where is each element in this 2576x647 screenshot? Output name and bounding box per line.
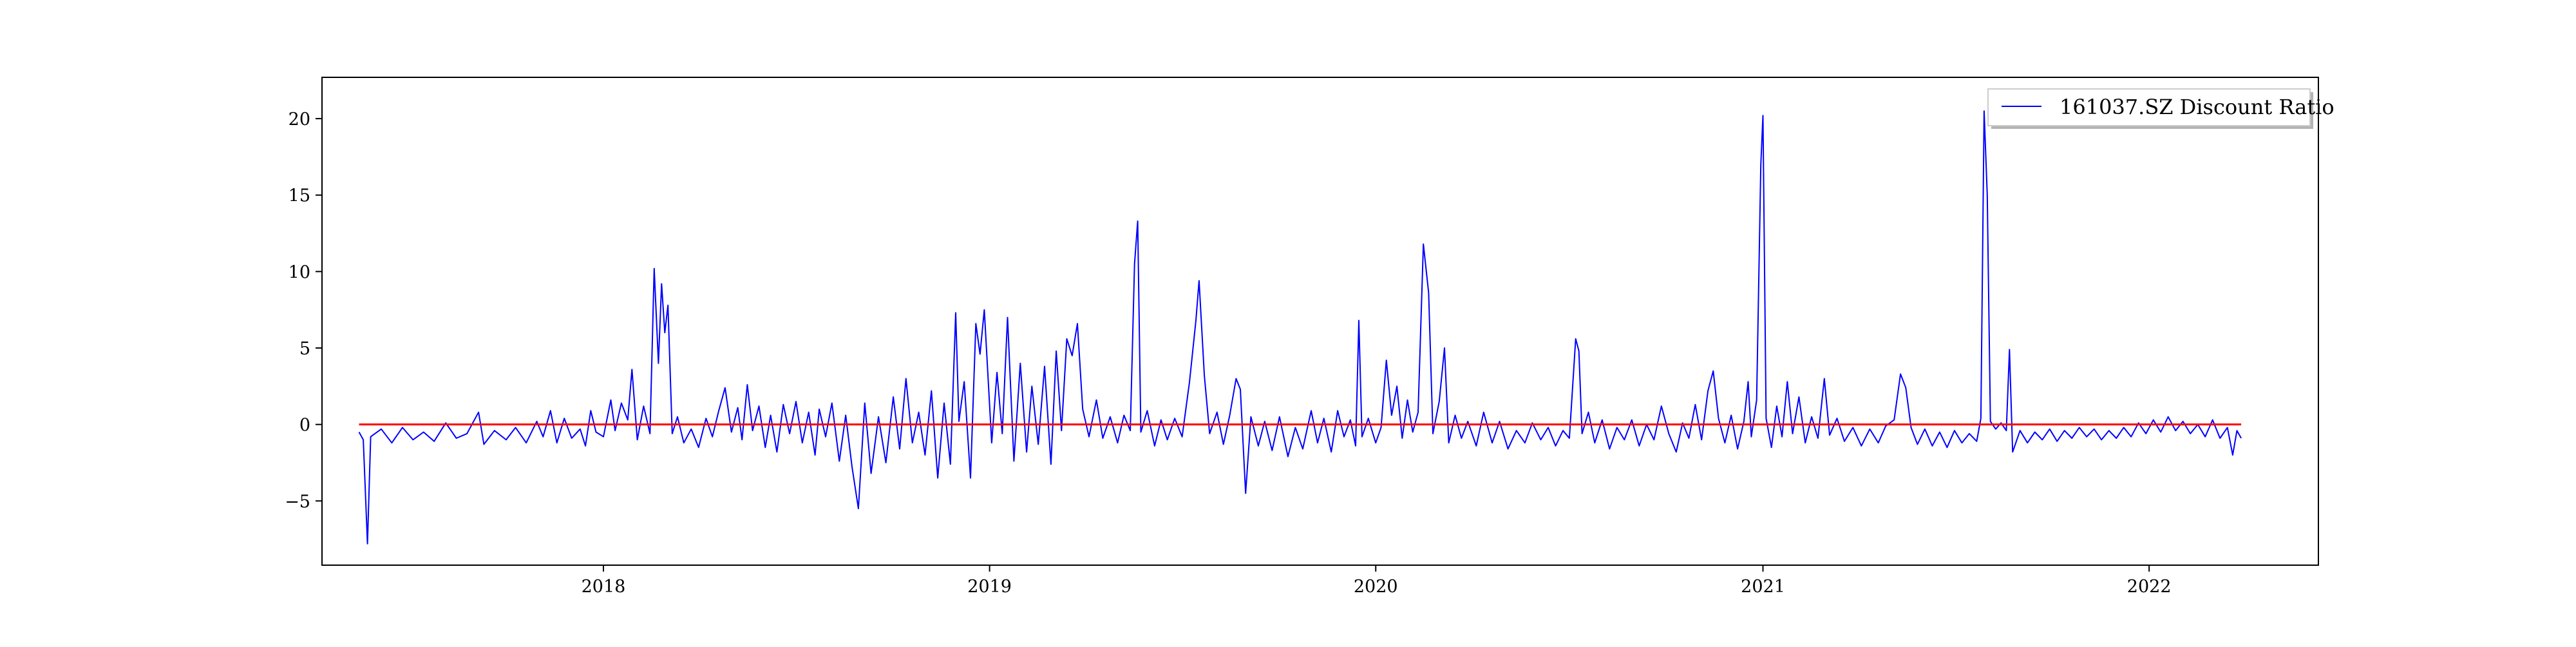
y-tick-label: 10 <box>289 262 310 282</box>
series-line-0 <box>358 110 2242 545</box>
series-lines <box>358 110 2242 545</box>
y-tick-label: −5 <box>285 492 310 512</box>
legend-label: 161037.SZ Discount Ratio <box>2060 95 2334 119</box>
x-tick-label: 2019 <box>967 577 1012 597</box>
y-tick-label: 5 <box>299 339 310 359</box>
x-tick-label: 2020 <box>1354 577 1398 597</box>
x-axis: 2018 2019 2020 2021 2022 <box>582 565 2172 597</box>
x-tick-label: 2022 <box>2127 577 2172 597</box>
y-tick-label: 0 <box>299 416 310 436</box>
y-tick-label: 20 <box>289 110 310 130</box>
x-tick-label: 2021 <box>1741 577 1785 597</box>
legend: 161037.SZ Discount Ratio <box>1987 88 2334 129</box>
legend-box <box>1987 88 2311 126</box>
y-tick-label: 15 <box>289 186 310 206</box>
x-tick-label: 2018 <box>582 577 626 597</box>
y-axis: −5 0 5 10 15 20 <box>285 110 322 512</box>
plot-area <box>321 77 2319 566</box>
